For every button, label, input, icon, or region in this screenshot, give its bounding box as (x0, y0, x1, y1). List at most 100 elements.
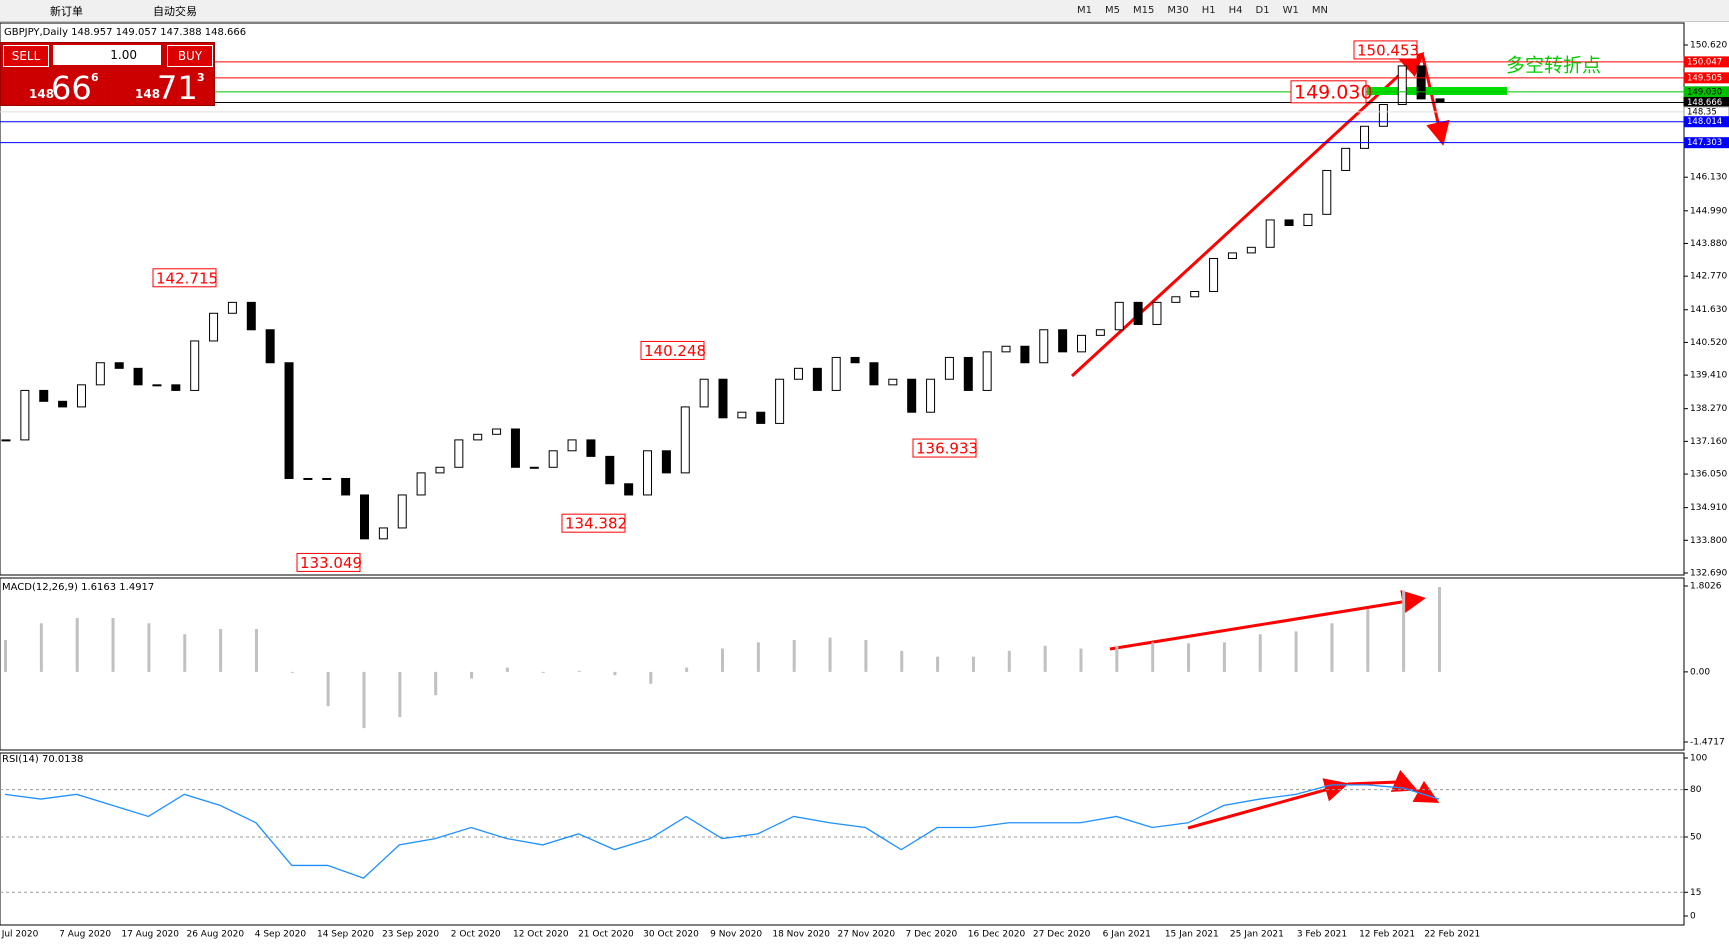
timeframe-button[interactable]: H1 (1201, 5, 1216, 16)
price-label-box (1353, 40, 1418, 60)
bid-main: 66 (51, 69, 92, 107)
y-tick-label: 146.130 (1690, 173, 1727, 183)
macd-bar (434, 671, 438, 696)
macd-bar (75, 618, 79, 672)
auto-trading-button[interactable]: 自动交易 (153, 4, 197, 18)
rsi-title: RSI(14) 70.0138 (2, 754, 83, 765)
timeframe-button[interactable]: M15 (1133, 5, 1155, 16)
ask-small: 3 (197, 71, 205, 84)
y-tick-label: 0 (1690, 912, 1696, 922)
price-label: 136.933 (916, 440, 978, 458)
bid-big: 148 (29, 87, 55, 101)
candle (793, 367, 803, 380)
macd-bar (1043, 645, 1047, 672)
macd-bar (1222, 642, 1226, 672)
macd-bar (362, 671, 366, 729)
timeframe-button[interactable]: M30 (1167, 5, 1189, 16)
candle (1435, 98, 1445, 104)
candle (812, 367, 822, 391)
support-zone (1367, 87, 1507, 95)
candle (1077, 334, 1086, 353)
level-tag (1683, 72, 1729, 84)
macd-bar (1187, 643, 1191, 672)
candle (775, 378, 785, 424)
candle (1058, 329, 1068, 353)
timeframe-button[interactable]: D1 (1255, 5, 1270, 16)
candle (510, 428, 520, 468)
timeframe-button[interactable]: M1 (1077, 5, 1092, 16)
price-label-box (1290, 80, 1367, 104)
y-tick-label: 138.270 (1690, 404, 1727, 414)
macd-bar (1330, 623, 1334, 672)
sell-button[interactable]: SELL (3, 45, 49, 67)
candle (1190, 290, 1200, 298)
candle (171, 384, 181, 391)
date-label: 7 Aug 2020 (59, 930, 111, 940)
macd-bar (1007, 650, 1011, 672)
candle (982, 351, 992, 391)
candle (303, 477, 313, 480)
price-label: 133.049 (300, 554, 362, 572)
level-label: 150.047 (1687, 57, 1722, 67)
level-tag (1683, 137, 1729, 149)
candle (76, 384, 86, 408)
y-tick-label: 0.00 (1690, 667, 1710, 677)
candle (397, 494, 407, 529)
toolbar: 新订单 自动交易 M1 M5 M15 M30 H1 H4 D1 W1 MN (0, 0, 1729, 22)
candle (95, 362, 105, 386)
y-tick-label: 1.8026 (1690, 582, 1722, 592)
candle (435, 466, 445, 474)
new-order-button[interactable]: 新订单 (50, 4, 83, 18)
price-label: 149.030 (1294, 81, 1373, 103)
level-label: 147.303 (1687, 138, 1722, 148)
candle (209, 312, 219, 342)
candle (1, 439, 11, 442)
macd-bar (470, 671, 474, 679)
y-tick-label: 140.520 (1690, 338, 1727, 348)
trade-panel: SELL 1.00 BUY 148 66 6 148 71 3 (0, 42, 215, 107)
y-tick-label: 143.880 (1690, 239, 1727, 249)
candle (227, 301, 237, 314)
macd-bar (1402, 590, 1406, 672)
macd-bar (685, 667, 689, 672)
candle (737, 411, 747, 419)
timeframe-button[interactable]: W1 (1282, 5, 1299, 16)
y-tick-label: 132.690 (1690, 569, 1727, 579)
macd-bar (936, 656, 940, 672)
ask-price[interactable]: 148 71 3 (109, 69, 213, 107)
price-label: 150.453 (1357, 41, 1419, 59)
date-label: 26 Aug 2020 (186, 930, 244, 940)
date-label: 30 Oct 2020 (643, 930, 699, 940)
level-label: 148.014 (1687, 117, 1722, 127)
candle (661, 450, 671, 474)
macd-bar (4, 639, 7, 672)
lot-input[interactable]: 1.00 (53, 45, 161, 65)
main-frame (0, 22, 1685, 576)
candle (322, 477, 332, 480)
candle (1171, 296, 1181, 303)
timeframe-button[interactable]: MN (1311, 5, 1328, 16)
candle (888, 378, 898, 386)
date-label: 23 Sep 2020 (382, 930, 439, 940)
macd-bar (326, 671, 330, 707)
timeframe-button[interactable]: H4 (1228, 5, 1243, 16)
timeframe-button[interactable]: M5 (1105, 5, 1120, 16)
ask-main: 71 (157, 69, 198, 107)
candle (1114, 301, 1124, 331)
candle (378, 527, 388, 540)
candle (492, 428, 502, 435)
macd-bar (649, 671, 653, 684)
price-label-box (296, 552, 361, 572)
price-label-box (912, 438, 977, 458)
macd-bar (111, 618, 115, 672)
buy-button[interactable]: BUY (167, 45, 213, 67)
timeframes: M1 M5 M15 M30 H1 H4 D1 W1 MN (1077, 5, 1328, 16)
candle (416, 472, 426, 496)
bid-price[interactable]: 148 66 6 (3, 69, 107, 107)
macd-bar (971, 656, 975, 672)
macd-bar (254, 629, 258, 672)
candle (190, 340, 200, 391)
macd-bar (39, 623, 43, 672)
macd-bar (147, 623, 151, 672)
date-label: 2 Oct 2020 (451, 930, 501, 940)
